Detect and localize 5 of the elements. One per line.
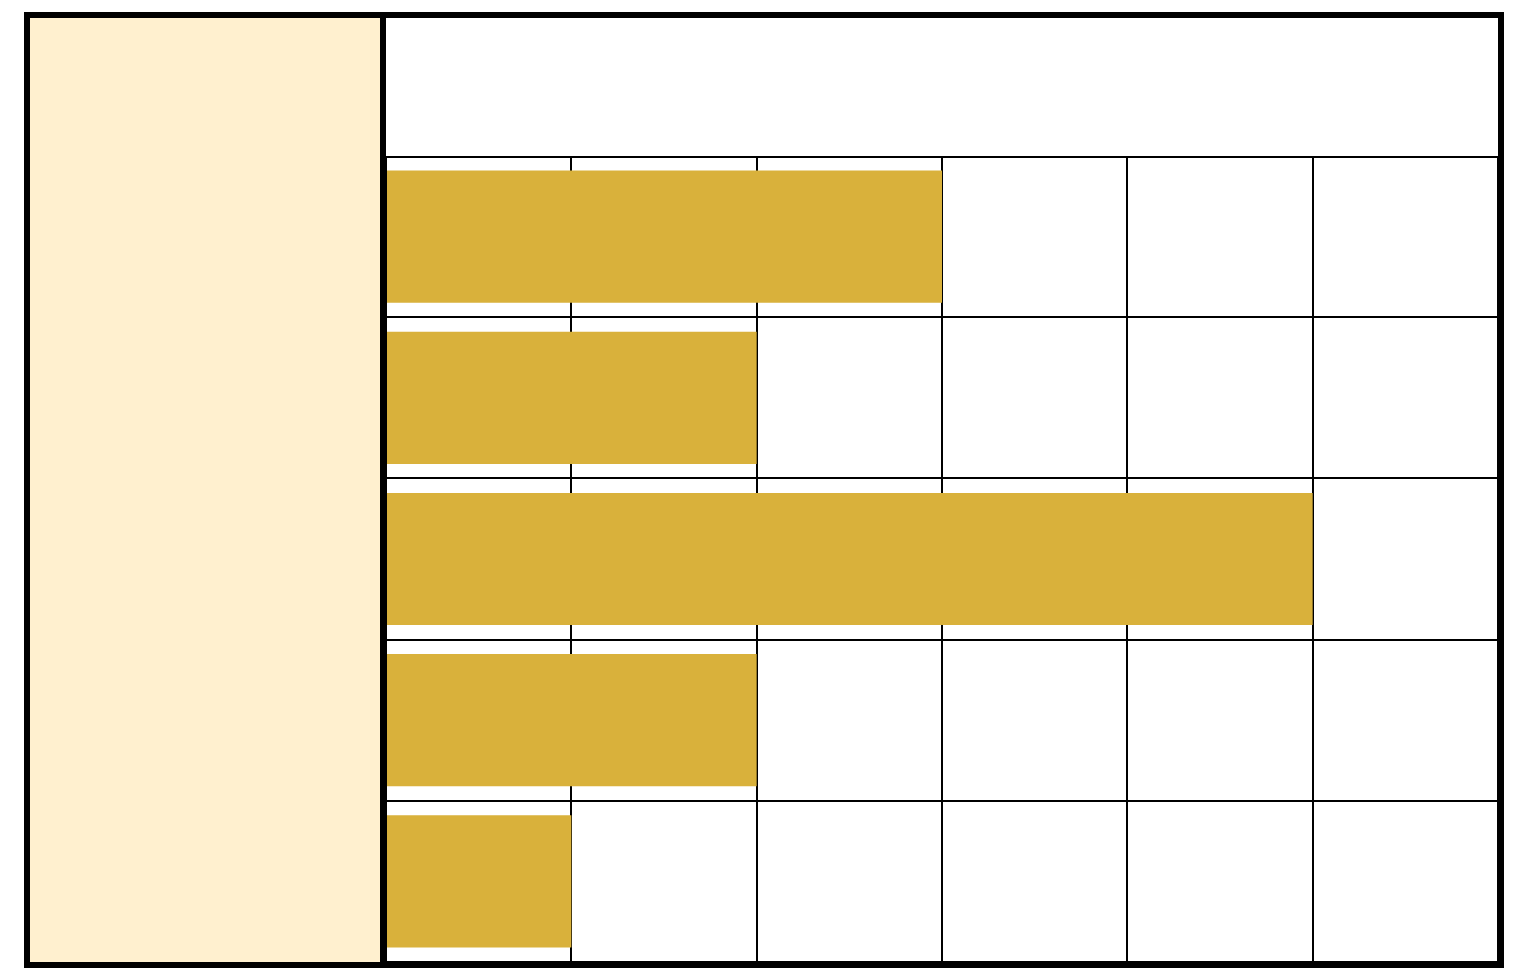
bar	[387, 815, 572, 948]
bar	[387, 654, 757, 787]
bar	[387, 492, 1313, 626]
bar	[387, 331, 757, 464]
bar	[387, 170, 942, 303]
